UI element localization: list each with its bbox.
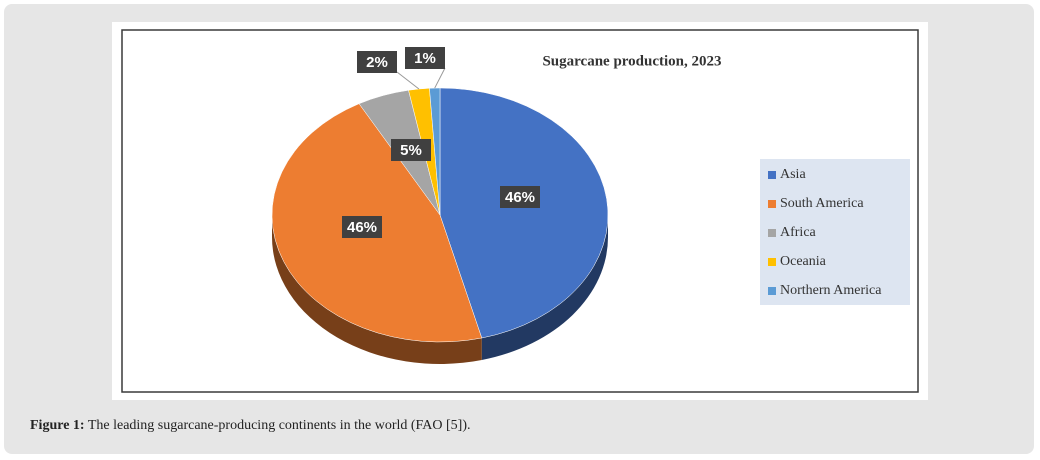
legend-swatch	[768, 200, 776, 208]
legend-label: South America	[780, 196, 864, 211]
data-label-box	[342, 216, 382, 238]
caption-text: The leading sugarcane-producing continen…	[87, 418, 471, 433]
data-label-box	[357, 51, 397, 73]
data-label-box	[405, 47, 445, 69]
legend-label: Asia	[780, 167, 806, 182]
legend-swatch	[768, 171, 776, 179]
data-label: 46%	[505, 189, 535, 206]
legend-label: Africa	[780, 225, 817, 240]
pie-slice	[429, 87, 441, 216]
data-label: 5%	[400, 142, 422, 159]
legend-swatch	[768, 287, 776, 295]
chart-title: Sugarcane production, 2023	[542, 53, 721, 69]
data-label-box	[391, 139, 431, 161]
pie-slice	[439, 87, 609, 339]
legend-box	[760, 159, 910, 305]
legend-swatch	[768, 229, 776, 237]
slice-side	[481, 215, 608, 361]
leader-line	[434, 67, 446, 89]
data-label-box	[500, 186, 540, 208]
data-label: 1%	[414, 50, 436, 67]
caption: Figure 1: The leading sugarcane-producin…	[30, 418, 471, 434]
chart-border	[121, 29, 919, 393]
data-label: 46%	[347, 219, 377, 236]
caption-label: Figure 1:	[30, 418, 85, 433]
leader-line	[396, 71, 420, 90]
slice-side	[272, 215, 482, 364]
data-label: 2%	[366, 54, 388, 71]
legend-swatch	[768, 258, 776, 266]
legend-label: Northern America	[780, 283, 882, 298]
legend-label: Oceania	[780, 254, 827, 269]
